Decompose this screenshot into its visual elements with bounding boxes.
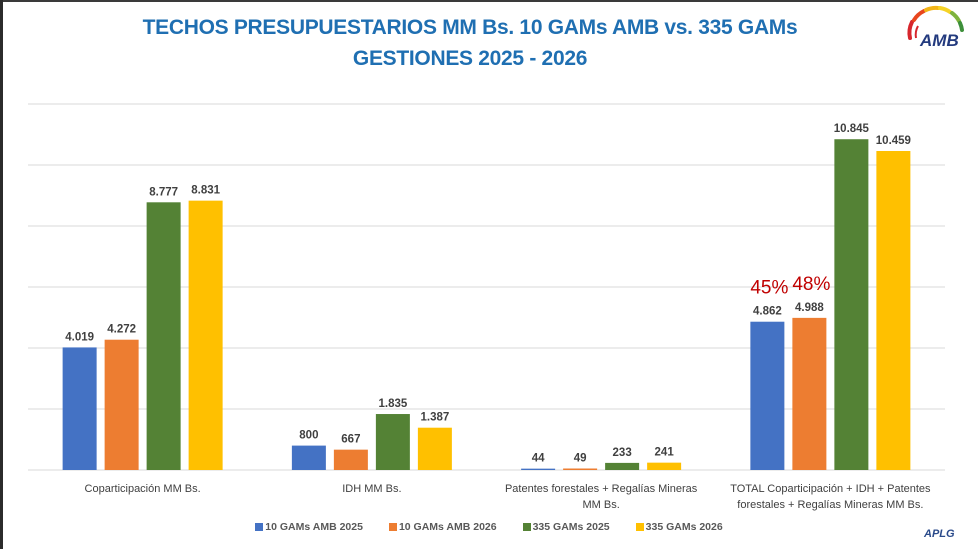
- legend-label: 10 GAMs AMB 2025: [265, 521, 363, 533]
- bar-3-series-4: [647, 462, 682, 470]
- legend-swatch-icon: [388, 523, 397, 531]
- chart-title-line2: GESTIONES 2025 - 2026: [352, 47, 588, 70]
- category-label: forestales + Regalías Mineras MM Bs.: [737, 499, 923, 511]
- bar-2-series-2: [333, 449, 368, 470]
- data-label: 10.845: [834, 123, 870, 135]
- category-axis-labels: Coparticipación MM Bs. IDH MM Bs. Patentes…: [85, 483, 931, 511]
- data-label: 241: [655, 447, 675, 459]
- logo-text: AMB: [919, 31, 959, 50]
- bar-1-series-3: [146, 202, 181, 470]
- data-label: 4.019: [65, 331, 94, 343]
- bar-2-series-1: [291, 445, 326, 470]
- data-label: 4.272: [107, 324, 136, 336]
- data-label: 667: [341, 434, 360, 446]
- footer-brand: APLG: [924, 528, 955, 540]
- bar-1-series-2: [104, 339, 139, 470]
- legend-label: 335 GAMs 2026: [645, 521, 723, 533]
- data-label: 8.831: [191, 185, 220, 197]
- chart-title-line1: TECHOS PRESUPUESTARIOS MM Bs. 10 GAMs AM…: [142, 16, 798, 39]
- legend-swatch-icon: [255, 523, 264, 531]
- category-label: MM Bs.: [582, 499, 619, 511]
- bar-1-series-4: [188, 200, 223, 471]
- bar-1-series-1: [62, 347, 97, 470]
- category-label: Patentes forestales + Regalías Mineras: [505, 483, 698, 495]
- data-label: 1.835: [378, 398, 407, 410]
- data-label: 800: [299, 430, 318, 442]
- bar-3-series-3: [605, 462, 640, 470]
- legend-item: 335 GAMs 2025: [522, 521, 610, 533]
- data-label: 44: [532, 453, 545, 465]
- annotations: 45% 48%: [750, 274, 830, 299]
- data-label: 10.459: [876, 135, 911, 147]
- legend-swatch-icon: [522, 523, 531, 531]
- data-label: 49: [574, 453, 587, 465]
- bar-2-series-4: [417, 427, 452, 470]
- category-label: Coparticipación MM Bs.: [85, 483, 201, 495]
- data-label: 4.988: [795, 302, 824, 314]
- bar-2-series-3: [375, 414, 410, 470]
- amb-logo-icon: AMB: [907, 5, 964, 50]
- category-label: IDH MM Bs.: [342, 483, 401, 495]
- legend-label: 335 GAMs 2025: [532, 521, 610, 533]
- data-label: 1.387: [420, 412, 449, 424]
- legend-item: 10 GAMs AMB 2025: [255, 521, 363, 533]
- data-label: 233: [613, 447, 632, 459]
- percentage-annotation: 45%: [750, 278, 788, 299]
- gridlines: [28, 103, 945, 471]
- bar-4-series-2: [792, 317, 827, 470]
- legend-swatch-icon: [635, 523, 644, 531]
- bar-4-series-1: [750, 321, 785, 470]
- window-top-border: [0, 0, 978, 2]
- bar-3-series-1: [521, 468, 556, 470]
- legend: 10 GAMs AMB 2025 10 GAMs AMB 2026 335 GAMs…: [0, 521, 978, 533]
- legend-item: 335 GAMs 2026: [635, 521, 723, 533]
- bar-4-series-3: [834, 139, 869, 471]
- bar-3-series-2: [563, 468, 598, 470]
- bars: [62, 139, 911, 471]
- legend-label: 10 GAMs AMB 2026: [398, 521, 497, 533]
- data-label: 4.862: [753, 306, 782, 318]
- window-left-border: [0, 0, 3, 549]
- percentage-annotation: 48%: [792, 274, 830, 295]
- legend-item: 10 GAMs AMB 2026: [388, 521, 497, 533]
- data-label: 8.777: [149, 186, 178, 198]
- bar-4-series-4: [876, 151, 911, 471]
- category-label: TOTAL Coparticipación + IDH + Patentes: [730, 483, 931, 495]
- data-labels: 4.019 4.272 8.777 8.831 800 667 1.835 1.387 44 49…: [65, 123, 911, 464]
